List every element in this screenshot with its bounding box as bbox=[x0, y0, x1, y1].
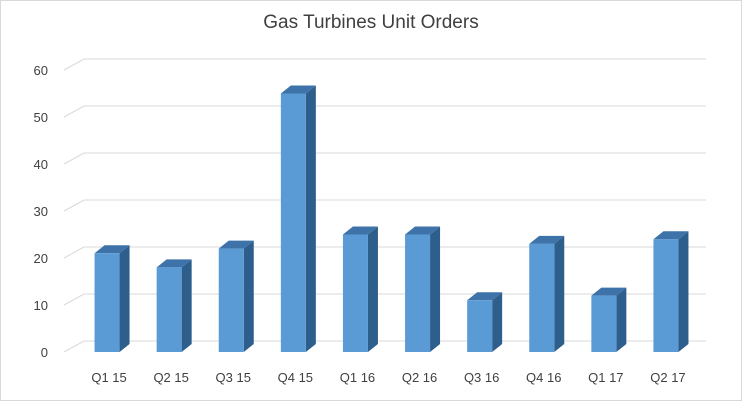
x-tick-label: Q2 16 bbox=[402, 370, 437, 385]
x-tick-label: Q2 15 bbox=[153, 370, 188, 385]
bar-front bbox=[342, 234, 368, 352]
bars bbox=[94, 85, 689, 352]
gridline bbox=[63, 246, 706, 259]
bar-top bbox=[156, 259, 192, 268]
gridline bbox=[63, 199, 706, 212]
bar-side bbox=[492, 292, 503, 352]
x-tick-label: Q1 17 bbox=[588, 370, 623, 385]
bar-front bbox=[218, 248, 244, 352]
bar bbox=[591, 287, 627, 352]
bar bbox=[156, 259, 192, 352]
bar-top bbox=[467, 292, 503, 301]
gridline bbox=[63, 152, 706, 165]
x-tick-label: Q1 15 bbox=[91, 370, 126, 385]
bar bbox=[280, 85, 316, 352]
bar-side bbox=[616, 287, 627, 352]
bar-top bbox=[653, 231, 689, 240]
bar-side bbox=[119, 245, 130, 352]
x-tick-label: Q1 16 bbox=[340, 370, 375, 385]
bar-front bbox=[280, 93, 306, 352]
bar-front bbox=[156, 267, 182, 352]
y-tick-label: 50 bbox=[34, 110, 48, 125]
bar-top bbox=[94, 245, 130, 254]
bar bbox=[467, 292, 503, 352]
y-tick-label: 60 bbox=[34, 63, 48, 78]
bar-front bbox=[591, 295, 617, 352]
bar bbox=[218, 240, 254, 352]
x-tick-label: Q2 17 bbox=[650, 370, 685, 385]
bar-side bbox=[243, 240, 254, 352]
bar bbox=[653, 231, 689, 352]
bar-front bbox=[529, 243, 555, 352]
y-tick-label: 40 bbox=[34, 157, 48, 172]
bar bbox=[529, 235, 565, 352]
gridlines bbox=[63, 58, 706, 353]
y-tick-label: 0 bbox=[41, 345, 48, 360]
bar-top bbox=[405, 226, 441, 235]
y-tick-label: 10 bbox=[34, 298, 48, 313]
bar-top bbox=[529, 235, 565, 244]
x-axis-ticks: Q1 15 Q2 15 Q3 15 Q4 15 Q1 16 Q2 16 Q3 16 Q4 16… bbox=[91, 370, 685, 385]
bar bbox=[94, 245, 130, 352]
bar-side bbox=[554, 235, 565, 352]
bar bbox=[342, 226, 378, 352]
x-tick-label: Q3 16 bbox=[464, 370, 499, 385]
bar-side bbox=[430, 226, 441, 352]
bar-side bbox=[181, 259, 192, 352]
bar-top bbox=[280, 85, 316, 94]
bar-side bbox=[367, 226, 378, 352]
gridline bbox=[63, 58, 706, 71]
x-tick-label: Q3 15 bbox=[216, 370, 251, 385]
y-axis-ticks: 0 10 20 30 40 50 60 bbox=[34, 63, 48, 360]
x-tick-label: Q4 16 bbox=[526, 370, 561, 385]
gridline bbox=[63, 105, 706, 118]
bar-top bbox=[591, 287, 627, 296]
y-tick-label: 20 bbox=[34, 251, 48, 266]
bar bbox=[405, 226, 441, 352]
bar-top bbox=[218, 240, 254, 249]
bar-front bbox=[653, 239, 679, 352]
x-tick-label: Q4 15 bbox=[278, 370, 313, 385]
chart-title: Gas Turbines Unit Orders bbox=[263, 12, 479, 33]
bar-front bbox=[94, 253, 120, 352]
bar-top bbox=[342, 226, 378, 235]
y-tick-label: 30 bbox=[34, 204, 48, 219]
bar-front bbox=[405, 234, 431, 352]
bar-side bbox=[678, 231, 689, 352]
bar-side bbox=[305, 85, 316, 352]
bar-front bbox=[467, 300, 493, 352]
